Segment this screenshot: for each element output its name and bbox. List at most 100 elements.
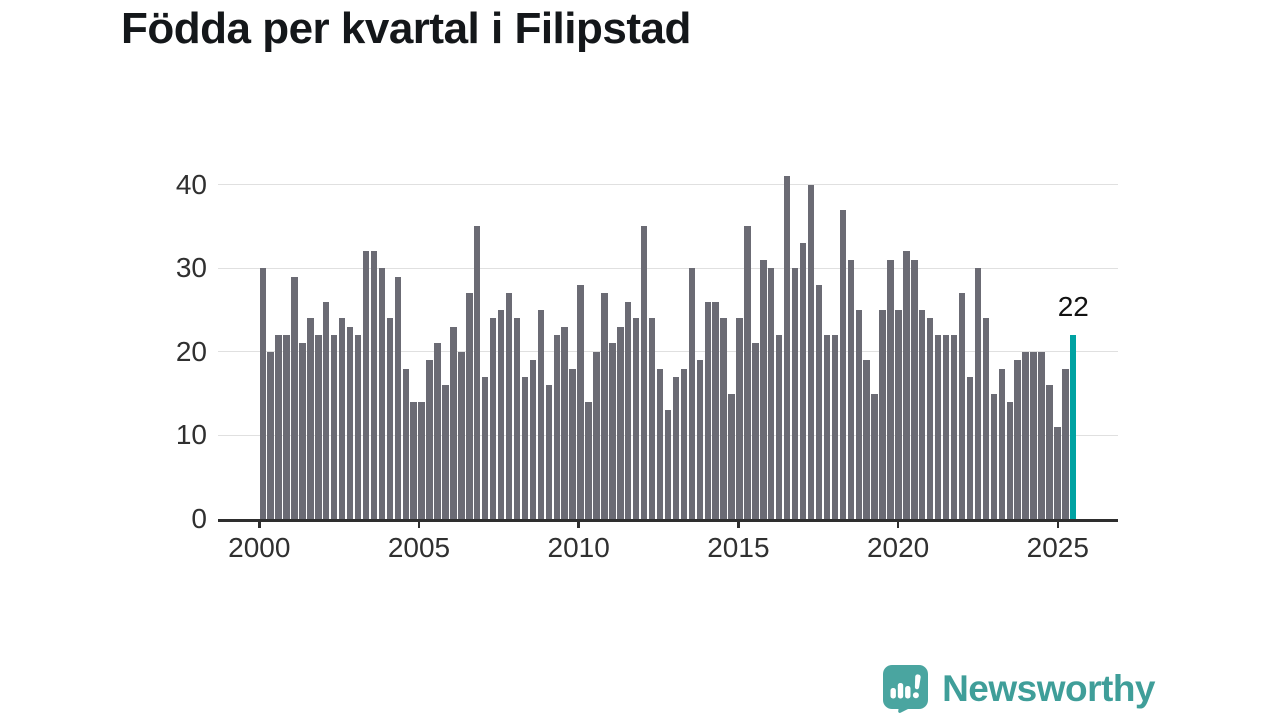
gridline-y-30 [218,267,1118,269]
bar-quarter-18 [402,368,409,519]
y-axis-tick-label: 30 [175,252,207,284]
bar-quarter-6 [307,318,314,519]
plot-area: 22 2000 2005 2010 2015 2020 2025 [218,169,1118,563]
bar-quarter-46 [625,301,632,519]
bar-quarter-24 [450,326,457,519]
bar-quarter-85 [934,335,942,519]
highlight-value-label: 22 [1057,291,1089,323]
bar-quarter-27 [474,226,481,519]
bar-quarter-71 [823,335,831,519]
bar-quarter-29 [489,318,497,519]
bar-quarter-74 [847,259,854,519]
bar-quarter-73 [839,209,847,519]
bar-quarter-42 [593,351,600,519]
x-axis-tick-label-2005: 2005 [387,532,451,563]
bar-quarter-53 [680,368,688,519]
bar-quarter-96 [1022,351,1029,519]
bar-quarter-80 [895,310,902,519]
bar-quarter-65 [776,335,783,519]
bar-quarter-15 [378,268,386,519]
bar-quarter-38 [561,326,568,519]
bar-quarter-17 [394,276,401,519]
x-axis-tick-2015 [737,519,740,528]
bar-quarter-32 [513,318,521,519]
bar-quarter-54 [688,268,696,519]
bar-quarter-94 [1006,401,1013,519]
y-axis-tick-label: 0 [191,503,207,534]
bar-quarter-93 [998,368,1005,519]
bar-quarter-66 [784,176,791,519]
bar-quarter-84 [927,318,934,519]
x-axis-tick-label-2025: 2025 [1026,532,1089,563]
bar-quarter-39 [569,368,576,519]
bar-quarter-16 [386,318,394,519]
bar-quarter-72 [831,335,839,519]
bar-quarter-3 [283,335,290,519]
bar-quarter-11 [346,326,354,519]
bar-quarter-30 [497,310,505,519]
bar-quarter-34 [529,360,537,519]
bar-quarter-25 [458,351,465,519]
bar-quarter-69 [807,184,815,519]
bar-quarter-37 [553,335,560,519]
bar-quarter-36 [545,385,552,519]
bar-quarter-60 [736,318,743,519]
bar-quarter-51 [664,410,672,519]
bar-quarter-49 [648,318,656,519]
y-axis-tick-label: 40 [175,168,207,200]
bar-quarter-64 [768,268,775,519]
gridline-y-40 [218,184,1118,186]
x-axis-tick-label-2020: 2020 [866,532,930,563]
bar-quarter-76 [863,360,870,519]
x-axis-line [218,518,1118,522]
bar-quarter-75 [855,310,862,519]
bar-quarter-62 [752,343,759,519]
x-axis-tick-2025 [1056,519,1060,528]
bar-quarter-97 [1030,351,1037,519]
x-axis-tick-2010 [577,519,580,528]
bar-quarter-35 [537,310,545,519]
bar-quarter-31 [505,293,513,519]
bar-quarter-43 [601,293,608,519]
bar-quarter-55 [696,360,703,519]
bar-quarter-61 [744,226,751,519]
bar-quarter-40 [577,284,584,519]
bar-quarter-58 [720,318,727,519]
x-axis-tick-label-2015: 2015 [707,532,770,563]
bar-quarter-87 [950,335,958,519]
bar-quarter-100 [1054,427,1061,519]
bar-quarter-52 [672,376,680,519]
bar-quarter-2 [275,335,282,519]
bar-quarter-81 [903,251,910,519]
x-axis-tick-2005 [417,519,421,528]
bar-quarter-14 [370,251,378,519]
bar-quarter-10 [338,318,346,519]
bar-quarter-57 [712,301,719,519]
bar-quarter-99 [1046,385,1053,519]
bar-quarter-19 [410,401,417,519]
bar-quarter-89 [966,376,974,519]
bar-quarter-83 [919,310,926,519]
bar-quarter-33 [521,376,529,519]
bar-quarter-0 [259,268,266,519]
bar-quarter-90 [974,268,982,519]
bar-quarter-41 [585,401,592,519]
bar-quarter-26 [466,293,473,519]
bar-quarter-7 [315,335,322,519]
y-axis-tick-label: 10 [175,419,207,451]
bar-quarter-88 [958,293,966,519]
bar-quarter-79 [887,259,894,519]
bar-quarter-77 [871,393,878,519]
bar-quarter-45 [617,326,624,519]
bar-quarter-20 [418,401,425,519]
bar-quarter-92 [990,393,997,519]
bar-quarter-28 [482,376,489,519]
bar-quarter-4 [291,276,298,519]
bar-quarter-12 [354,335,362,519]
y-axis-tick-label: 20 [175,335,207,367]
x-axis-tick-2020 [896,519,900,528]
newsworthy-speech-bubble-chart-icon [883,665,929,713]
bar-quarter-59 [728,393,735,519]
bar-quarter-67 [791,268,799,519]
